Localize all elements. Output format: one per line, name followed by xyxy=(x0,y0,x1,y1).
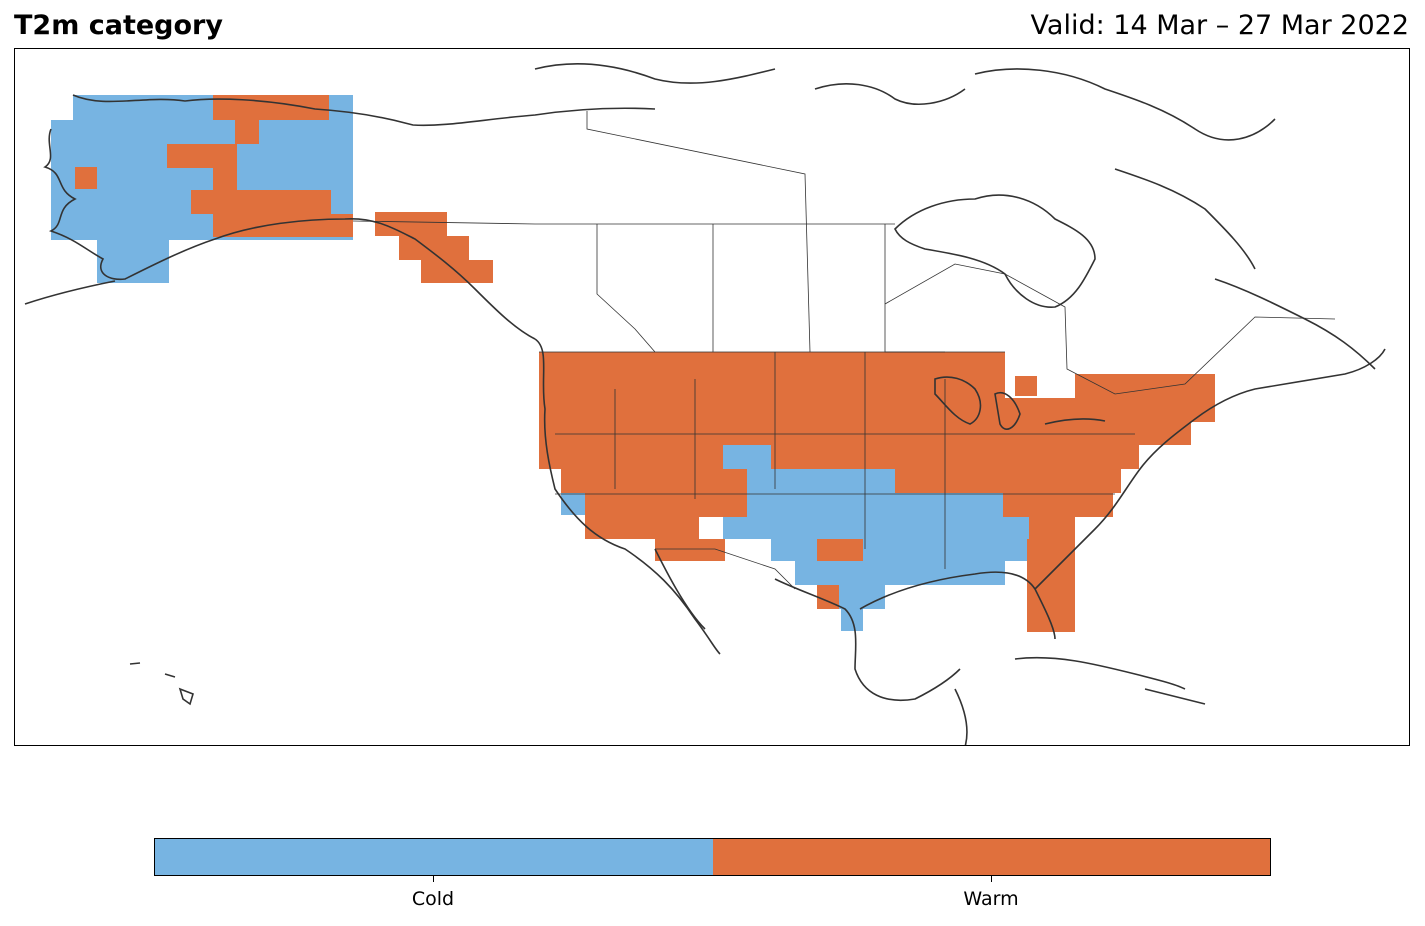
conus-cells xyxy=(539,352,1215,632)
colorbar-cold-segment xyxy=(155,839,713,875)
colorbar xyxy=(154,838,1271,876)
warm-cell xyxy=(539,398,1085,445)
cold-cell xyxy=(795,561,1005,585)
colorbar-tick-warm xyxy=(991,876,992,882)
colorbar-tick-cold xyxy=(433,876,434,882)
warm-cell xyxy=(1015,376,1037,396)
colorbar-label-cold: Cold xyxy=(411,888,455,910)
warm-cell xyxy=(75,167,97,189)
valid-period: Valid: 14 Mar – 27 Mar 2022 xyxy=(1030,10,1409,41)
coastlines xyxy=(24,63,1386,745)
political-borders xyxy=(352,111,1336,590)
warm-cell xyxy=(167,144,237,168)
cold-cell xyxy=(747,469,895,493)
warm-cell xyxy=(539,445,1139,469)
warm-cell xyxy=(1075,374,1215,422)
warm-cell xyxy=(1075,422,1191,445)
cold-cell xyxy=(723,493,1003,517)
cold-cell xyxy=(561,493,585,515)
alaska-cells xyxy=(51,95,493,283)
warm-cell xyxy=(817,539,863,561)
colorbar-label-warm: Warm xyxy=(963,888,1019,910)
cold-cell xyxy=(771,539,1027,561)
warm-cell xyxy=(235,120,259,144)
warm-cell xyxy=(585,517,699,539)
map-panel xyxy=(14,48,1410,746)
warm-cell xyxy=(539,352,1005,398)
colorbar-warm-segment xyxy=(712,839,1270,875)
warm-cell xyxy=(213,168,237,190)
map-title: T2m category xyxy=(14,10,223,41)
warm-cell xyxy=(191,190,331,214)
warm-cell xyxy=(375,212,447,236)
cold-cell xyxy=(73,95,213,120)
warm-cell xyxy=(399,236,469,260)
warm-cell xyxy=(723,469,747,517)
map-canvas xyxy=(24,63,1386,745)
warm-cell xyxy=(655,539,725,561)
cold-cell xyxy=(723,445,771,469)
warm-cell xyxy=(771,445,805,469)
cold-cell xyxy=(723,517,1029,539)
